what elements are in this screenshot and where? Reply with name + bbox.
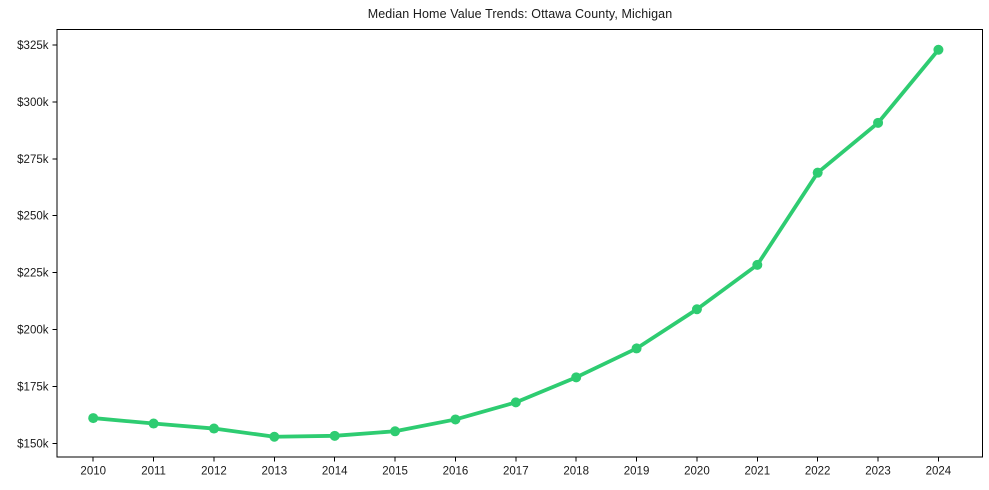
data-point xyxy=(571,372,582,383)
x-tick-label: 2023 xyxy=(865,466,891,478)
data-point xyxy=(510,397,521,408)
y-tick-label: $325k xyxy=(17,40,49,52)
y-tick-label: $200k xyxy=(17,325,49,337)
x-tick-label: 2019 xyxy=(624,466,650,478)
x-tick-label: 2016 xyxy=(443,466,469,478)
x-tick-label: 2017 xyxy=(503,466,529,478)
data-point xyxy=(631,343,642,354)
data-point xyxy=(148,418,159,429)
data-point xyxy=(450,414,461,425)
data-point xyxy=(812,167,823,178)
x-tick-label: 2014 xyxy=(322,466,348,478)
x-tick-label: 2015 xyxy=(382,466,408,478)
x-tick-label: 2013 xyxy=(262,466,288,478)
x-tick-label: 2018 xyxy=(563,466,589,478)
data-point xyxy=(752,259,763,270)
chart-title: Median Home Value Trends: Ottawa County,… xyxy=(367,7,673,21)
data-point xyxy=(329,430,340,441)
plot-frame xyxy=(56,29,983,458)
data-point xyxy=(691,304,702,315)
y-tick-label: $250k xyxy=(17,211,49,223)
data-point xyxy=(873,117,884,128)
data-point xyxy=(88,413,99,424)
data-point xyxy=(933,44,944,55)
data-point xyxy=(390,426,401,437)
y-tick-label: $300k xyxy=(17,97,49,109)
x-tick-label: 2020 xyxy=(684,466,710,478)
x-tick-label: 2012 xyxy=(201,466,227,478)
x-tick-label: 2022 xyxy=(805,466,831,478)
x-tick-label: 2021 xyxy=(745,466,771,478)
y-tick-label: $175k xyxy=(17,381,49,393)
x-tick-label: 2010 xyxy=(80,466,106,478)
y-tick-label: $225k xyxy=(17,268,49,280)
data-point xyxy=(208,423,219,434)
x-tick-label: 2011 xyxy=(141,466,166,478)
x-tick-label: 2024 xyxy=(926,466,952,478)
y-tick-label: $275k xyxy=(17,154,49,166)
trend-line xyxy=(91,47,941,439)
y-tick-label: $150k xyxy=(17,438,49,450)
data-point xyxy=(269,431,280,442)
